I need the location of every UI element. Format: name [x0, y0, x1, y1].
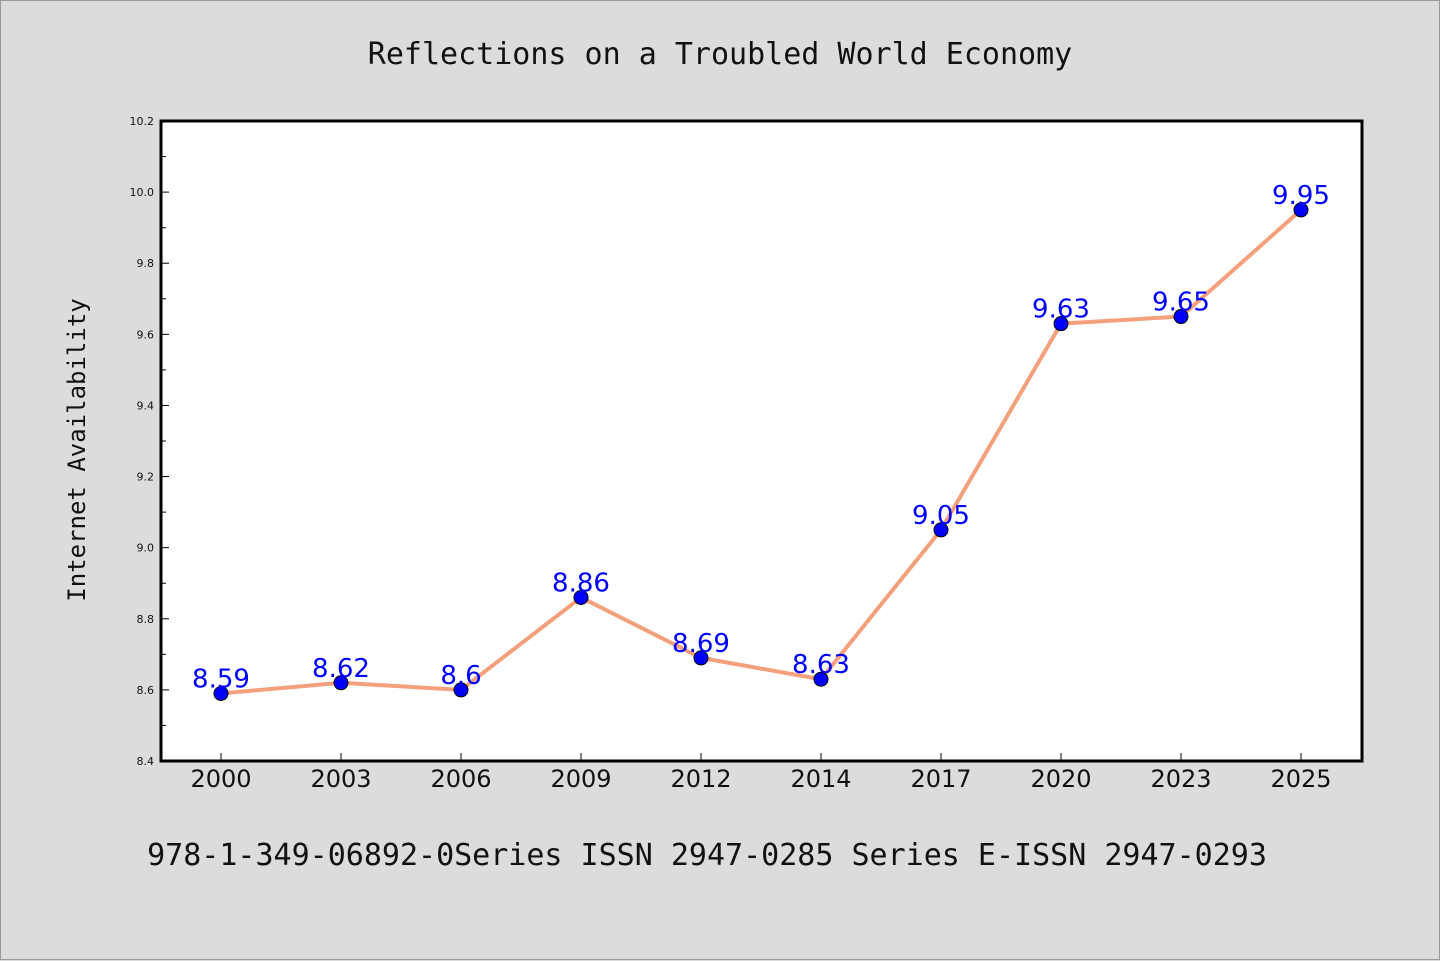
data-label: 8.86	[552, 568, 610, 598]
data-label: 9.05	[912, 501, 970, 531]
footer-isbn-issn: 978-1-349-06892-0Series ISSN 2947-0285 S…	[147, 838, 1267, 873]
y-axis-label: Internet Availability	[63, 298, 91, 601]
data-label: 9.65	[1152, 288, 1210, 318]
data-point	[1293, 202, 1309, 218]
x-tick-label: 2014	[790, 765, 851, 793]
data-label: 8.62	[312, 654, 370, 684]
data-point	[813, 671, 829, 687]
x-axis-ticks: 2000 2003 2006 2009 2012 2014 2017 2020 2023 2025	[190, 753, 1332, 793]
data-point	[213, 685, 229, 701]
y-tick-label: 10.0	[130, 186, 155, 199]
y-tick-label: 8.4	[137, 755, 155, 768]
data-label-layer: 8.59 8.62 8.6 8.86 8.69 8.63 9.05 9.63 9.65 9.95	[192, 181, 1330, 695]
chart-title: Reflections on a Troubled World Economy	[368, 37, 1072, 72]
data-label: 9.95	[1272, 181, 1330, 211]
series-layer	[213, 202, 1309, 701]
y-tick-label: 8.6	[137, 684, 155, 697]
data-point	[333, 675, 349, 691]
x-tick-label: 2000	[190, 765, 251, 793]
data-label: 8.6	[440, 661, 481, 691]
y-tick-label: 9.2	[137, 471, 155, 484]
data-point	[933, 522, 949, 538]
data-label: 9.63	[1032, 295, 1090, 325]
data-label: 8.59	[192, 664, 250, 694]
y-tick-label: 9.4	[137, 399, 155, 412]
data-label: 8.69	[672, 629, 730, 659]
x-tick-label: 2023	[1150, 765, 1211, 793]
x-tick-label: 2012	[670, 765, 731, 793]
data-label: 8.63	[792, 650, 850, 680]
x-tick-label: 2017	[910, 765, 971, 793]
y-tick-label: 8.8	[137, 613, 155, 626]
series-line	[219, 207, 1303, 696]
y-tick-label: 9.8	[137, 257, 155, 270]
plot-area	[159, 119, 1364, 763]
data-point	[1053, 316, 1069, 332]
x-tick-label: 2009	[550, 765, 611, 793]
data-point	[573, 589, 589, 605]
x-tick-label: 2006	[430, 765, 491, 793]
y-tick-label: 9.0	[137, 542, 155, 555]
data-point	[693, 650, 709, 666]
x-tick-label: 2025	[1270, 765, 1331, 793]
x-tick-label: 2003	[310, 765, 371, 793]
x-tick-label: 2020	[1030, 765, 1091, 793]
data-point	[453, 682, 469, 698]
data-point	[1173, 309, 1189, 325]
y-axis-ticks: 8.4 8.6 8.8 9.0 9.2 9.4 9.6 9.8 10.0 10.2	[130, 115, 169, 768]
y-tick-label: 9.6	[137, 328, 155, 341]
y-tick-label: 10.2	[130, 115, 155, 128]
